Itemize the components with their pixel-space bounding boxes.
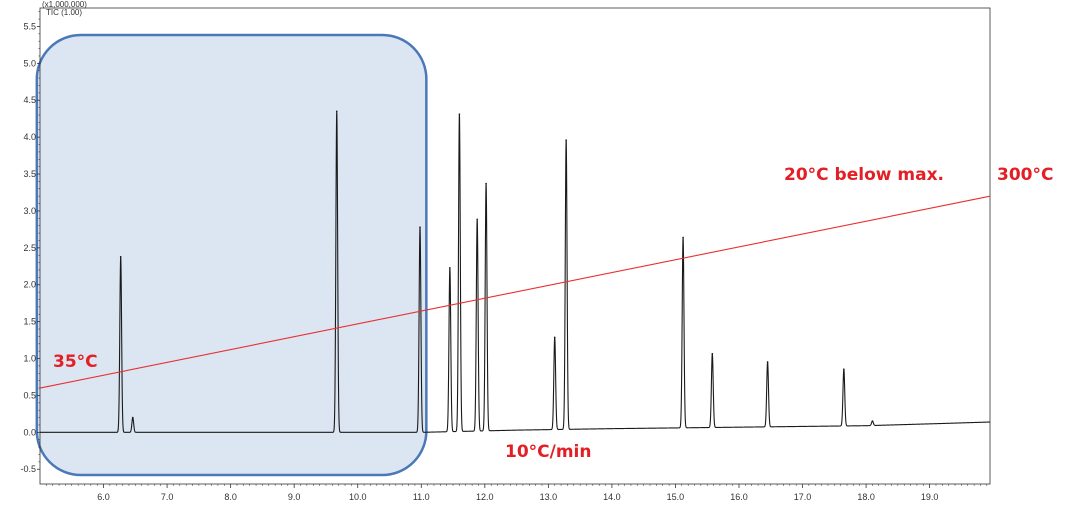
start-temp-label: 35°C (53, 352, 98, 372)
peak-apex (131, 416, 134, 419)
ramp-rate-label: 10°C/min (505, 442, 592, 462)
x-tick-label: 7.0 (161, 492, 174, 502)
x-tick-label: 13.0 (540, 492, 558, 502)
peak-apex (485, 182, 487, 185)
x-tick-label: 17.0 (794, 492, 812, 502)
peak-apex (871, 420, 874, 422)
peak-apex (449, 267, 451, 269)
x-tick-label: 15.0 (667, 492, 685, 502)
y-tick-label: 0.0 (23, 427, 36, 437)
max-temp-label: 300°C (997, 165, 1053, 185)
x-tick-label: 9.0 (288, 492, 301, 502)
y-tick-label: -0.5 (20, 464, 36, 474)
x-tick-label: 18.0 (857, 492, 875, 502)
chromatogram-trace (40, 111, 990, 433)
y-multiplier-label: (x1,000,000) (42, 0, 87, 9)
peak-apex (335, 110, 338, 113)
x-tick-label: 8.0 (224, 492, 237, 502)
y-tick-label: 4.0 (23, 132, 36, 142)
plot-frame (39, 7, 991, 485)
x-tick-label: 19.0 (921, 492, 939, 502)
y-tick-label: 3.5 (23, 169, 36, 179)
x-tick-label: 6.0 (97, 492, 110, 502)
peak-apex (766, 361, 769, 363)
x-tick-label: 14.0 (603, 492, 621, 502)
x-tick-label: 12.0 (476, 492, 494, 502)
near-max-label: 20°C below max. (784, 165, 944, 185)
peak-apex (682, 236, 684, 239)
x-tick-label: 11.0 (413, 492, 430, 502)
y-tick-label: 3.0 (23, 206, 36, 216)
peak-apex (476, 218, 478, 221)
peak-apex (553, 336, 556, 339)
y-tick-label: 5.5 (23, 21, 36, 31)
y-tick-label: 1.5 (23, 317, 36, 327)
y-tick-label: 4.5 (23, 95, 36, 105)
y-tick-label: 0.5 (23, 390, 36, 400)
y-tick-label: 5.0 (23, 58, 36, 68)
peak-apex (565, 139, 567, 141)
x-tick-label: 16.0 (730, 492, 748, 502)
peak-apex (458, 113, 461, 115)
peak-apex (843, 368, 845, 370)
y-tick-label: 2.0 (23, 280, 36, 290)
peak-apex (119, 255, 122, 258)
y-tick-label: 1.0 (23, 354, 36, 364)
detector-label: TIC (1.00) (46, 8, 82, 17)
peak-apex (711, 352, 714, 355)
highlight-region (35, 33, 428, 477)
y-tick-label: 2.5 (23, 243, 36, 253)
peak-apex (419, 226, 421, 228)
x-tick-label: 10.0 (349, 492, 367, 502)
temperature-program-line (39, 195, 991, 389)
